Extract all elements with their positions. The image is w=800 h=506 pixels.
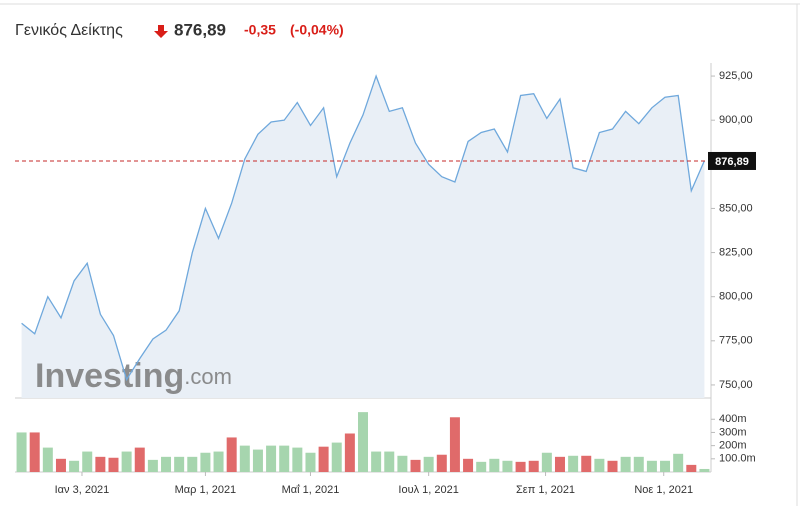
y-tick-label: 200m <box>719 440 747 452</box>
volume-bar <box>16 432 27 472</box>
volume-bar <box>660 460 671 472</box>
volume-bar <box>279 445 290 472</box>
volume-bar <box>568 455 579 472</box>
y-tick-label: 775,00 <box>719 335 753 347</box>
volume-bar <box>331 442 342 472</box>
volume-bar <box>476 461 487 472</box>
volume-bar <box>305 452 316 472</box>
x-tick-label: Σεπ 1, 2021 <box>516 484 575 496</box>
volume-bar <box>266 445 277 472</box>
volume-bar <box>607 460 618 472</box>
volume-bar <box>292 447 303 472</box>
x-tick-label: Ιουλ 1, 2021 <box>398 484 458 496</box>
volume-bar <box>673 453 684 472</box>
volume-bar <box>463 458 474 472</box>
volume-bar <box>646 460 657 472</box>
y-tick-label: 850,00 <box>719 202 753 214</box>
volume-bar <box>174 456 185 472</box>
y-tick-label: 750,00 <box>719 379 753 391</box>
volume-bar <box>633 456 644 472</box>
volume-bar <box>554 456 565 472</box>
volume-bar <box>528 460 539 472</box>
price-line <box>21 74 705 382</box>
y-tick-label: 100.0m <box>719 453 756 465</box>
volume-bar <box>515 461 526 472</box>
y-tick-label: 300m <box>719 426 747 438</box>
y-tick-label: 800,00 <box>719 291 753 303</box>
volume-bar <box>318 446 329 472</box>
change: -0,35 <box>244 22 276 38</box>
volume-bar <box>82 451 93 472</box>
instrument-name: Γενικός Δείκτης <box>15 22 123 39</box>
volume-bar <box>55 458 66 472</box>
volume-bar <box>134 447 145 472</box>
area-fill <box>21 76 705 398</box>
volume-bar <box>187 456 198 472</box>
change-pct: (-0,04%) <box>290 22 344 38</box>
volume-bar <box>581 455 592 472</box>
volume-bar <box>252 449 263 472</box>
reference-label-box <box>708 151 756 170</box>
volume-bar <box>358 412 368 472</box>
watermark: Investing.com <box>35 357 232 395</box>
volume-bar <box>344 433 355 472</box>
volume-bar <box>226 437 237 472</box>
volume-bar <box>410 459 421 472</box>
volume-bar <box>95 456 106 472</box>
volume-bar <box>29 432 40 472</box>
volume-bar <box>108 457 119 472</box>
x-tick-label: Μαΐ 1, 2021 <box>282 484 340 496</box>
volume-bar <box>121 451 132 472</box>
volume-bar <box>200 452 211 472</box>
y-tick-label: 925,00 <box>719 70 753 82</box>
down-arrow <box>154 25 168 38</box>
x-tick-label: Μαρ 1, 2021 <box>175 484 237 496</box>
last-price: 876,89 <box>174 20 226 39</box>
watermark-suffix: .com <box>184 364 232 389</box>
volume-bar <box>239 445 250 472</box>
y-tick-label: 825,00 <box>719 246 753 258</box>
y-tick-label: 400m <box>719 413 747 425</box>
volume-bar <box>502 460 513 472</box>
watermark-brand: Investing <box>35 357 184 395</box>
volume-bar <box>699 468 710 472</box>
volume-bar <box>42 447 53 472</box>
volume-bar <box>397 455 408 472</box>
volume-bar <box>436 454 447 472</box>
volume-bar <box>541 452 552 472</box>
volume-bar <box>489 458 500 472</box>
volume-bar <box>161 456 172 472</box>
volume-bar <box>69 460 80 472</box>
volume-bar <box>213 451 224 472</box>
volume-bar <box>371 451 382 472</box>
volume-bar <box>449 417 460 472</box>
reference-label: 876,89 <box>715 156 749 168</box>
y-tick-label: 900,00 <box>719 114 753 126</box>
volume-bar <box>594 458 605 472</box>
x-tick-label: Νοε 1, 2021 <box>634 484 693 496</box>
volume-bar <box>686 464 697 472</box>
volume-bar <box>620 456 631 472</box>
x-tick-label: Ιαν 3, 2021 <box>55 484 110 496</box>
volume-bar <box>423 456 434 472</box>
volume-bar <box>384 451 395 472</box>
volume-bar <box>147 459 158 472</box>
